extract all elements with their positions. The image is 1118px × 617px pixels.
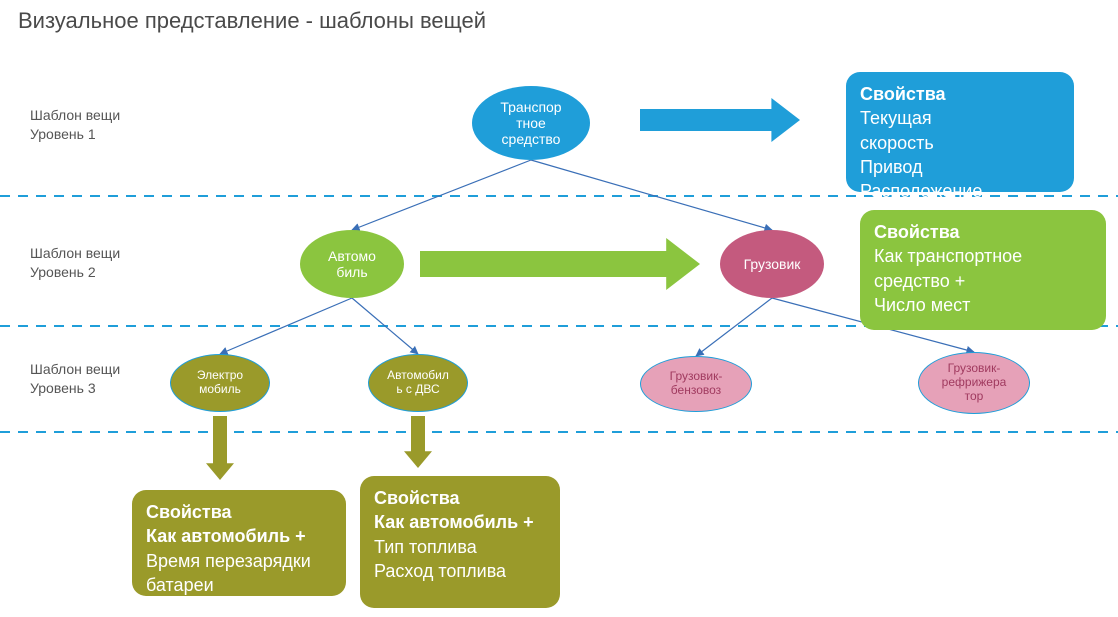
node-ice-car: Автомобиль с ДВС [368, 354, 468, 412]
node-electric-car: Электромобиль [170, 354, 270, 412]
properties-panel-ev: Свойства Как автомобиль + Время перезаря… [132, 490, 346, 596]
node-car: Автомобиль [300, 230, 404, 298]
level-1-label: Шаблон вещиУровень 1 [30, 106, 120, 144]
page-title: Визуальное представление - шаблоны вещей [18, 8, 486, 34]
node-vehicle: Транспортноесредство [472, 86, 590, 160]
node-reefer-truck: Грузовик-рефрижератор [918, 352, 1030, 414]
level-2-label: Шаблон вещиУровень 2 [30, 244, 120, 282]
properties-panel-ice: Свойства Как автомобиль + Тип топлива Ра… [360, 476, 560, 608]
diagram-stage: Визуальное представление - шаблоны вещей… [0, 0, 1118, 617]
node-tanker-truck: Грузовик-бензовоз [640, 356, 752, 412]
properties-panel-car: Свойства Как транспортное средство + Чис… [860, 210, 1106, 330]
level-3-label: Шаблон вещиУровень 3 [30, 360, 120, 398]
properties-panel-vehicle: Свойства Текущая скорость Привод Располо… [846, 72, 1074, 192]
node-truck: Грузовик [720, 230, 824, 298]
